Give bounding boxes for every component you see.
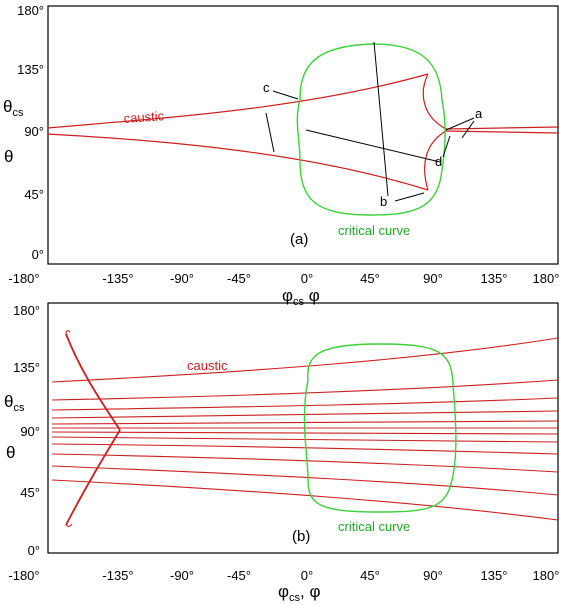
panel-b-caustic-line (51, 453, 559, 473)
panel-b-caustic (51, 330, 559, 527)
panel-a-line-b-cusp (394, 192, 425, 202)
panel-a-frame (47, 5, 559, 265)
panel-b-caustic-line (51, 397, 559, 411)
panel-b-caustic-cusp-bottom-hook (65, 523, 73, 527)
panel-a-caustic-label: caustic (123, 108, 165, 126)
panel-a-xtick-m45: -45° (227, 271, 251, 286)
panel-b-critical-curve-label: critical curve (338, 519, 410, 534)
panel-a-ytick-180: 180° (17, 3, 44, 18)
panel-a-ylabel-theta-cs: θcs (3, 97, 24, 119)
panel-b-xtick-m180: -180° (8, 568, 39, 583)
panel-b-xtick-135: 135° (481, 568, 508, 583)
panel-b-caustic-label: caustic (187, 358, 228, 373)
panel-a-ytick-45: 45° (24, 187, 44, 202)
panel-b-caustic-line (51, 465, 559, 496)
panel-b-caustic-cusp-upper (65, 333, 121, 431)
panel-b-ytick-45: 45° (20, 485, 40, 500)
panel-b-caustic-line (51, 420, 559, 425)
panel-a-caustic-upper-branch (47, 73, 429, 129)
panel-a-line-a1 (445, 117, 475, 131)
panel-a-xtick-m135: -135° (102, 271, 133, 286)
panel-a-caustic-right-tail-upper (445, 126, 559, 130)
panel-a-line-d (305, 129, 441, 163)
panel-b-tag: (b) (292, 528, 310, 545)
panel-b-xtick-90: 90° (423, 568, 443, 583)
panel-a-line-b (373, 41, 389, 197)
panel-b-critical-curve (303, 343, 457, 513)
panel-b-ylabel-theta: θ (6, 443, 15, 462)
panel-b-xtick-0: 0° (301, 568, 313, 583)
panel-a-line-d-cusp (442, 135, 451, 158)
panel-a-line-c2 (265, 112, 275, 153)
panel-a-marker-b: b (380, 194, 387, 209)
panel-b-caustic-line (51, 443, 559, 455)
panel-b: 0° 45° 90° 135° 180° -180° -135° -90° -4… (4, 302, 559, 604)
panel-a-caustic-lower-branch (47, 133, 429, 191)
panel-b-caustic-line (51, 379, 559, 401)
panel-a-y-ticks: 0° 45° 90° 135° 180° (17, 3, 44, 262)
panel-b-caustic-cusp-lower (65, 429, 121, 526)
panel-b-ytick-90: 90° (20, 424, 40, 439)
panel-a-xtick-135: 135° (481, 271, 508, 286)
panel-b-caustic-cusp-top-hook (65, 330, 71, 335)
panel-b-ylabel-theta-cs: θcs (4, 392, 25, 414)
panel-b-xlabel: φcs, φ (278, 582, 321, 604)
panel-a-marker-c: c (263, 80, 270, 95)
panel-a-line-c1 (272, 90, 299, 100)
panel-a-xtick-180: 180° (533, 271, 560, 286)
panel-b-xtick-180: 180° (533, 568, 560, 583)
panel-a-xtick-45: 45° (360, 271, 380, 286)
panel-a-ytick-90: 90° (24, 124, 44, 139)
panel-a-ytick-135: 135° (17, 62, 44, 77)
panel-b-ytick-0: 0° (28, 543, 40, 558)
panel-a-ytick-0: 0° (32, 247, 44, 262)
panel-a-x-ticks: -180° -135° -90° -45° 0° 45° 90° 135° 18… (8, 271, 559, 286)
panel-a-marker-d: d (435, 154, 442, 169)
panel-b-xtick-m90: -90° (170, 568, 194, 583)
panel-a-marker-a: a (475, 106, 483, 121)
panel-a-caustic-upper-cusp-curve (422, 73, 447, 130)
panel-b-xtick-45: 45° (360, 568, 380, 583)
panel-b-x-ticks: -180° -135° -90° -45° 0° 45° 90° 135° 18… (8, 568, 559, 583)
panel-a-xtick-m90: -90° (170, 271, 194, 286)
panel-a: 0° 45° 90° 135° 180° -180° -135° -90° -4… (3, 3, 559, 308)
panel-b-ytick-180: 180° (13, 303, 40, 318)
panel-a-caustic (47, 73, 559, 191)
panel-b-caustic-line (51, 337, 559, 383)
panel-b-xtick-m45: -45° (227, 568, 251, 583)
panel-a-annotation-lines (265, 41, 475, 202)
panel-b-caustic-line (51, 479, 559, 521)
panel-a-critical-curve-label: critical curve (338, 223, 410, 238)
panel-a-xtick-m180: -180° (8, 271, 39, 286)
panel-b-ytick-135: 135° (13, 360, 40, 375)
panel-b-xtick-m135: -135° (102, 568, 133, 583)
panel-a-tag: (a) (290, 231, 308, 248)
panel-b-y-ticks: 0° 45° 90° 135° 180° (13, 303, 40, 558)
panel-a-xlabel: φcs φ (282, 286, 320, 308)
panel-a-caustic-right-tail-lower (445, 130, 559, 134)
panel-a-line-a2 (461, 120, 475, 139)
panel-a-xtick-0: 0° (301, 271, 313, 286)
panel-a-critical-curve (296, 43, 446, 216)
panel-b-caustic-line (51, 431, 559, 435)
panel-a-ylabel-theta: θ (4, 147, 13, 166)
panel-a-xtick-90: 90° (423, 271, 443, 286)
